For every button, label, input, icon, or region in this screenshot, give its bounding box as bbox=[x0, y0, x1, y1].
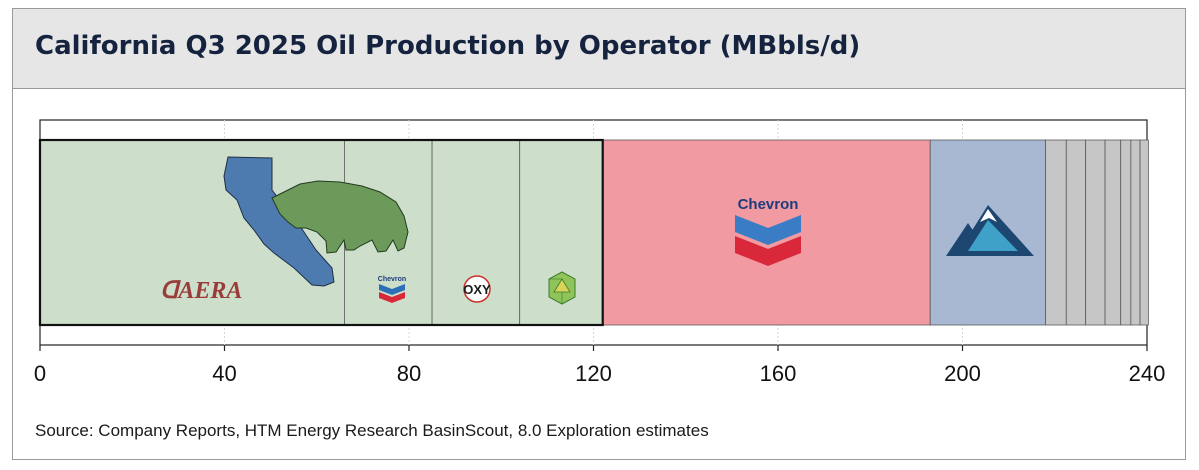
x-tick-label: 120 bbox=[575, 361, 612, 386]
mountain-logo bbox=[946, 205, 1034, 256]
chevron-small-lower-icon bbox=[379, 292, 405, 303]
x-tick-label: 160 bbox=[760, 361, 797, 386]
chart-title: California Q3 2025 Oil Production by Ope… bbox=[35, 31, 861, 61]
bar-segment-other-6 bbox=[1130, 139, 1141, 326]
polyhedron-logo bbox=[548, 271, 576, 305]
x-tick-label: 80 bbox=[397, 361, 421, 386]
source-note: Source: Company Reports, HTM Energy Rese… bbox=[35, 421, 709, 440]
x-axis: 0 40 80 120 160 200 240 bbox=[34, 345, 1165, 386]
oxy-logo: OXY bbox=[463, 275, 491, 303]
oxy-ring-icon bbox=[463, 275, 491, 303]
chevron-large-upper-icon bbox=[735, 215, 801, 245]
bar-segment-other-4 bbox=[1104, 139, 1122, 326]
california-bear-logo bbox=[223, 156, 409, 287]
x-tick-label: 40 bbox=[212, 361, 236, 386]
mountain-ice-icon bbox=[968, 220, 1018, 251]
x-tick-label: 240 bbox=[1129, 361, 1166, 386]
bear-shape bbox=[271, 180, 409, 254]
chevron-small-logo: Chevron bbox=[378, 276, 406, 303]
bar-segment-other-7 bbox=[1139, 139, 1149, 326]
aera-logo: ᗡAERA bbox=[160, 278, 242, 304]
bar-segment-other-5 bbox=[1120, 139, 1132, 326]
chevron-large-logo: Chevron bbox=[735, 196, 801, 266]
chevron-small-upper-icon bbox=[379, 284, 405, 295]
combined-group-outline bbox=[38, 138, 604, 327]
bar-segment-other-2 bbox=[1065, 139, 1087, 326]
bar-segment-other-1 bbox=[1045, 139, 1067, 326]
chart-header: California Q3 2025 Oil Production by Ope… bbox=[13, 9, 1185, 89]
chevron-small-wordmark: Chevron bbox=[378, 276, 406, 283]
bar-segment-other-3 bbox=[1085, 139, 1106, 326]
mountain-snowcap-icon bbox=[980, 209, 997, 222]
chevron-large-wordmark: Chevron bbox=[738, 196, 799, 213]
x-tick-label: 200 bbox=[944, 361, 981, 386]
logos-layer: ᗡAERA Chevron OXY Chevron bbox=[160, 156, 1034, 305]
oxy-wordmark: OXY bbox=[463, 282, 491, 297]
chevron-large-lower-icon bbox=[735, 236, 801, 266]
x-tick-label: 0 bbox=[34, 361, 46, 386]
